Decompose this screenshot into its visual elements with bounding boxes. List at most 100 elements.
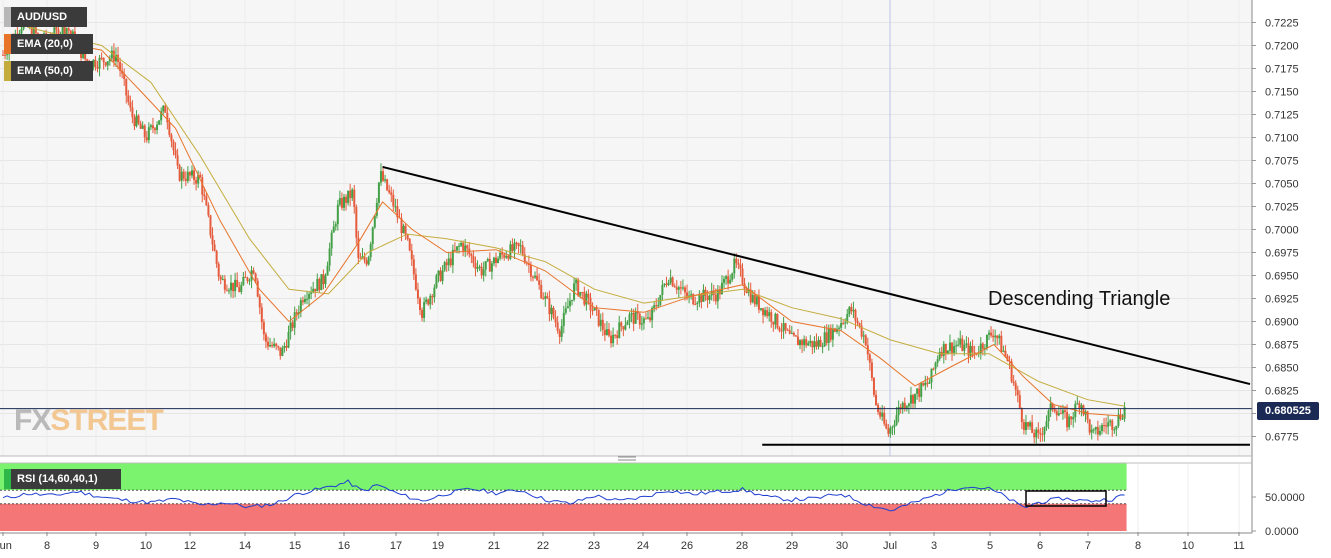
candle-body <box>749 289 752 303</box>
candle-body <box>443 262 446 271</box>
candle-body <box>916 388 919 394</box>
candle-body <box>141 125 144 129</box>
candle-body <box>394 206 397 208</box>
rsi-color-swatch <box>4 469 11 489</box>
candle-body <box>1047 410 1050 422</box>
candle-body <box>32 27 35 38</box>
candle-body <box>266 341 269 347</box>
candle-body <box>653 305 656 308</box>
candle-body <box>338 198 341 205</box>
candle-body <box>102 57 105 63</box>
rsi-tag[interactable]: RSI (14,60,40,1) <box>4 469 121 489</box>
candle-body <box>550 307 553 315</box>
candle-body <box>427 299 430 305</box>
candle-body <box>4 54 7 56</box>
candle-body <box>729 279 732 284</box>
rsi-tick-label: 50.0000 <box>1265 492 1305 504</box>
candle-body <box>92 59 95 68</box>
time-tick-label: 10 <box>1182 540 1194 552</box>
candle-body <box>778 327 781 331</box>
candle-body <box>675 287 678 290</box>
candle-body <box>813 341 816 348</box>
candle-body <box>794 335 797 337</box>
candle-body <box>872 378 875 395</box>
ema50-tag[interactable]: EMA (50,0) <box>4 61 93 81</box>
candle-body <box>998 335 1001 339</box>
candle-body <box>277 346 280 348</box>
candle-body <box>334 224 337 227</box>
price-tick-label: 0.7150 <box>1265 87 1299 99</box>
candle-body <box>628 314 631 322</box>
candle-body <box>96 67 99 69</box>
candle-body <box>133 117 136 127</box>
candle-body <box>347 190 350 203</box>
ema20-tag[interactable]: EMA (20,0) <box>4 34 93 54</box>
candle-body <box>435 275 438 288</box>
candle-body <box>345 196 348 203</box>
candle-body <box>246 277 249 281</box>
candle-body <box>125 79 128 96</box>
candle-body <box>753 294 756 305</box>
candle-body <box>556 322 559 331</box>
candle-body <box>651 307 654 321</box>
candle-body <box>119 61 122 71</box>
candle-body <box>903 402 906 409</box>
candle-body <box>965 343 968 345</box>
ema20-label: EMA (20,0) <box>17 38 73 50</box>
time-tick-label: 28 <box>736 540 748 552</box>
candle-body <box>492 257 495 264</box>
candle-body <box>316 278 319 292</box>
candle-body <box>82 50 85 59</box>
candle-body <box>1092 429 1095 431</box>
candle-body <box>587 293 590 298</box>
candle-body <box>831 328 834 340</box>
candle-body <box>1090 429 1093 433</box>
candle-body <box>217 263 220 277</box>
candle-body <box>205 196 208 206</box>
candle-body <box>1059 413 1062 415</box>
time-tick-label: 11 <box>1233 540 1244 552</box>
candle-body <box>158 120 161 125</box>
candle-body <box>369 244 372 258</box>
price-tick-label: 0.7025 <box>1265 202 1299 214</box>
candle-body <box>792 332 795 336</box>
candle-body <box>928 382 931 384</box>
candle-body <box>336 204 339 225</box>
candle-body <box>942 343 945 356</box>
candle-body <box>1018 395 1021 409</box>
candle-body <box>854 309 857 321</box>
candle-body <box>174 150 177 156</box>
candle-body <box>1123 407 1126 419</box>
candle-body <box>610 335 613 344</box>
candle-body <box>1070 416 1073 420</box>
candle-body <box>772 321 775 325</box>
candle-body <box>486 259 489 262</box>
candle-body <box>981 343 984 349</box>
candle-body <box>264 334 267 342</box>
candle-body <box>963 344 966 351</box>
price-tick-label: 0.6850 <box>1265 363 1299 375</box>
candle-body <box>889 427 892 434</box>
candle-body <box>842 323 845 325</box>
candle-body <box>328 248 331 266</box>
symbol-tag[interactable]: AUD/USD <box>4 7 87 27</box>
candle-body <box>817 339 820 347</box>
candle-body <box>94 59 97 68</box>
price-tick-label: 0.6775 <box>1265 432 1299 444</box>
candle-body <box>1039 432 1042 435</box>
candle-body <box>441 270 444 281</box>
candle-body <box>932 368 935 370</box>
candle-body <box>342 196 345 208</box>
time-tick-label: 6 <box>1037 540 1043 552</box>
candle-body <box>180 171 183 181</box>
candle-body <box>566 306 569 309</box>
panel-resize-handle[interactable] <box>618 456 636 461</box>
candle-body <box>700 294 703 302</box>
time-tick-label: 23 <box>588 540 600 552</box>
candle-body <box>895 415 898 425</box>
candle-body <box>472 256 475 264</box>
candle-body <box>225 289 228 291</box>
candle-body <box>967 343 970 356</box>
candle-body <box>819 339 822 347</box>
candle-body <box>616 335 619 338</box>
